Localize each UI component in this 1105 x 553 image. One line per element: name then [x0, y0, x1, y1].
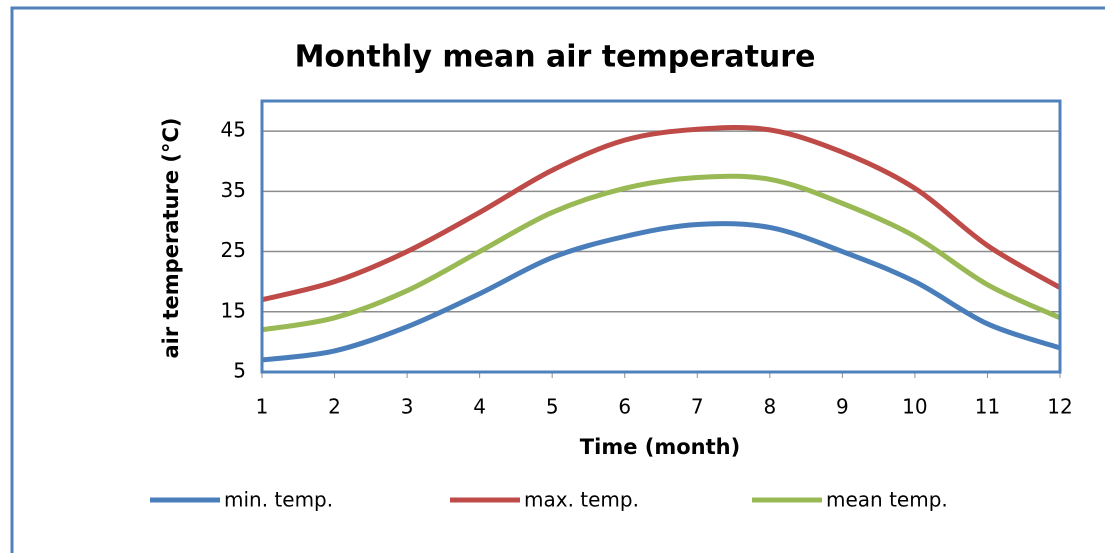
x-tick-label: 9 — [836, 395, 849, 419]
x-tick-label: 4 — [473, 395, 486, 419]
y-tick-label: 35 — [221, 178, 246, 202]
x-tick-label: 1 — [256, 395, 269, 419]
x-tick-label: 5 — [546, 395, 559, 419]
y-axis-title: air temperature (°C) — [159, 117, 183, 358]
legend-label: mean temp. — [826, 488, 948, 512]
x-tick-label: 2 — [328, 395, 341, 419]
series-line — [261, 173, 1062, 333]
x-tick-label: 12 — [1047, 395, 1072, 419]
legend-label: min. temp. — [224, 488, 333, 512]
x-tick-label: 3 — [401, 395, 414, 419]
y-tick-label: 25 — [221, 238, 246, 262]
x-tick-label: 6 — [618, 395, 631, 419]
y-tick-label: 45 — [221, 118, 246, 142]
y-tick-label: 5 — [233, 359, 246, 383]
plot-border — [260, 99, 1062, 374]
series-line — [261, 125, 1062, 303]
legend-label: max. temp. — [524, 488, 639, 512]
x-tick-label: 11 — [975, 395, 1000, 419]
chart-title: Monthly mean air temperature — [295, 40, 816, 75]
x-axis-title: Time (month) — [580, 435, 740, 459]
x-tick-label: 8 — [763, 395, 776, 419]
x-tick-label: 10 — [902, 395, 927, 419]
y-tick-label: 15 — [221, 298, 246, 322]
chart-frame — [10, 6, 1105, 553]
x-tick-label: 7 — [691, 395, 704, 419]
series-line — [261, 221, 1061, 363]
